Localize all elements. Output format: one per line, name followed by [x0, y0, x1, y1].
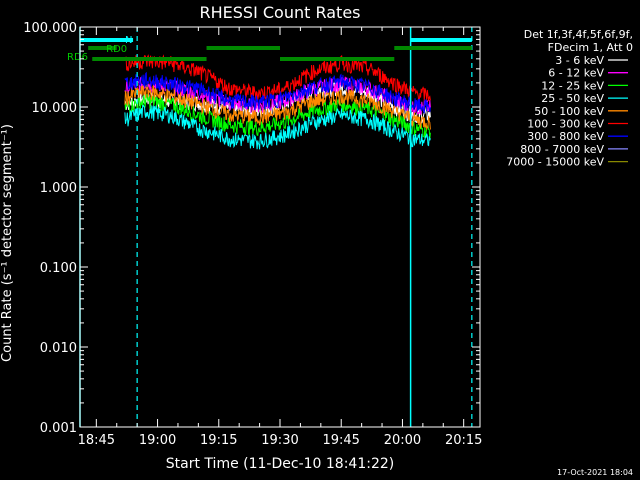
series-line-6 [124, 71, 431, 114]
x-tick-label-2: 19:15 [200, 433, 237, 448]
y-tick-label-5: 100.000 [23, 21, 77, 36]
series-line-3 [124, 104, 431, 150]
rd6-bar-3 [394, 46, 472, 50]
series-line-4 [124, 84, 431, 131]
y-tick-label-2: 0.100 [40, 261, 77, 276]
axes: 0.001 0.010 0.100 1.000 10.000 100.000 18:45 19… [23, 21, 482, 448]
rd6-bar-2 [280, 57, 395, 61]
legend-label-2: 12 - 25 keV [541, 79, 604, 92]
rd6-bar-1 [206, 46, 280, 50]
series-line-5 [124, 54, 431, 102]
legend: Det 1f,3f,4f,5f,6f,9f, FDecim 1, Att 0 3… [506, 28, 633, 169]
series-line-2 [124, 94, 431, 140]
legend-label-4: 50 - 100 keV [534, 105, 604, 118]
legend-label-8: 7000 - 15000 keV [506, 156, 604, 169]
night-bar-1 [410, 38, 472, 42]
x-tick-label-6: 20:15 [445, 433, 482, 448]
rd0-bar [88, 46, 117, 50]
y-tick-label-4: 10.000 [32, 101, 78, 116]
annotation-rd6: RD6 [67, 52, 88, 63]
night-bar-0 [80, 38, 134, 42]
chart-title: RHESSI Count Rates [200, 3, 361, 22]
legend-label-0: 3 - 6 keV [555, 54, 604, 67]
y-tick-label-0: 0.001 [40, 421, 77, 436]
legend-header-line-2: FDecim 1, Att 0 [548, 41, 633, 54]
y-axis-label: Count Rate (s⁻¹ detector segment⁻¹) [0, 124, 15, 362]
x-tick-label-1: 19:00 [139, 433, 176, 448]
legend-label-1: 6 - 12 keV [548, 67, 604, 80]
legend-label-3: 25 - 50 keV [541, 92, 604, 105]
annotation-n: N [125, 35, 132, 46]
y-tick-label-3: 1.000 [40, 181, 77, 196]
legend-label-6: 300 - 800 keV [527, 130, 604, 143]
legend-label-7: 800 - 7000 keV [520, 143, 604, 156]
x-tick-label-5: 20:00 [384, 433, 421, 448]
x-tick-label-4: 19:45 [322, 433, 359, 448]
x-tick-label-3: 19:30 [261, 433, 298, 448]
x-tick-label-0: 18:45 [78, 433, 115, 448]
annotation-rd0: RD0 [106, 44, 127, 55]
legend-header-line-1: Det 1f,3f,4f,5f,6f,9f, [524, 28, 633, 41]
legend-label-5: 100 - 300 keV [527, 118, 604, 131]
x-axis-label: Start Time (11-Dec-10 18:41:22) [166, 456, 394, 472]
footer-timestamp: 17-Oct-2021 18:04 [557, 468, 633, 477]
y-tick-label-1: 0.010 [40, 341, 77, 356]
rd6-bar-0 [92, 57, 207, 61]
